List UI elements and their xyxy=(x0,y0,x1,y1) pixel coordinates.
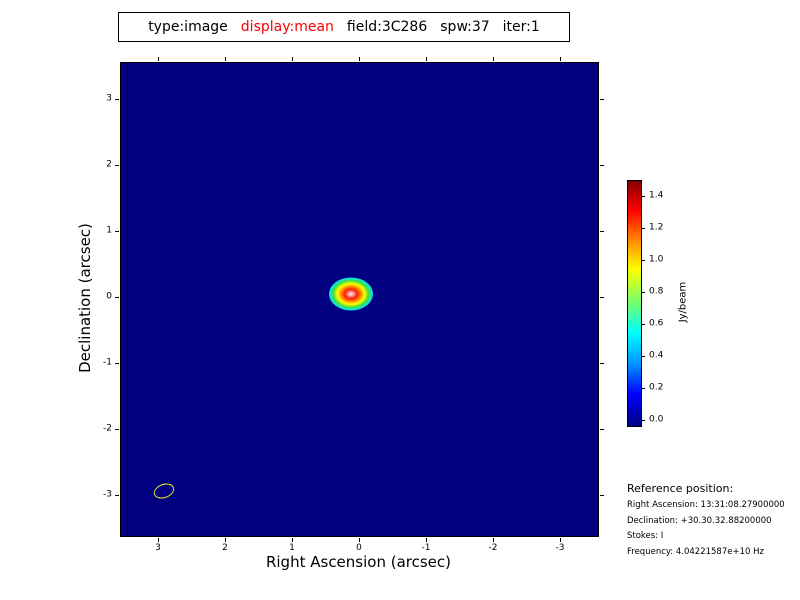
title-field: field:3C286 xyxy=(346,19,428,35)
colorbar-tick-mark xyxy=(642,228,645,229)
colorbar-tick-label: 0.2 xyxy=(649,382,664,393)
x-tick-mark xyxy=(359,538,360,542)
x-tick-label: 0 xyxy=(356,543,362,553)
y-tick-mark xyxy=(600,165,604,166)
x-tick-mark xyxy=(158,538,159,542)
y-tick-mark xyxy=(115,231,119,232)
x-axis-label: Right Ascension (arcsec) xyxy=(265,553,452,571)
y-tick-mark xyxy=(600,297,604,298)
y-tick-label: -2 xyxy=(103,423,112,434)
x-tick-mark xyxy=(225,538,226,542)
y-tick-mark xyxy=(600,231,604,232)
x-tick-label: -3 xyxy=(555,543,565,553)
colorbar-tick-label: 0.4 xyxy=(649,350,664,361)
x-tick-mark xyxy=(426,57,427,61)
y-tick-mark xyxy=(115,165,119,166)
y-tick-label: 1 xyxy=(106,225,112,236)
colorbar-tick-label: 1.0 xyxy=(649,254,664,265)
x-tick-mark xyxy=(560,538,561,542)
title-box: type:image display:mean field:3C286 spw:… xyxy=(118,12,570,42)
image-plot-area: 3 2 1 0 -1 -2 -3 3 2 1 0 -1 -2 -3 xyxy=(103,57,604,553)
x-tick-label: -2 xyxy=(488,543,498,553)
reference-stokes: Stokes: I xyxy=(627,531,664,541)
reference-position-block: Reference position: Right Ascension: 13:… xyxy=(627,483,797,556)
y-axis-label: Declination (arcsec) xyxy=(76,223,94,373)
x-tick-mark xyxy=(426,538,427,542)
title-spw: spw:37 xyxy=(440,19,490,35)
x-tick-mark xyxy=(493,57,494,61)
colorbar-tick-label: 1.2 xyxy=(649,222,664,233)
colorbar-tick-mark xyxy=(642,196,645,197)
colorbar-tick-mark xyxy=(642,356,645,357)
x-tick-mark xyxy=(158,57,159,61)
x-tick-mark xyxy=(493,538,494,542)
y-tick-label: -1 xyxy=(103,357,112,368)
colorbar-tick-mark xyxy=(642,260,645,261)
y-tick-mark xyxy=(600,363,604,364)
reference-dec: Declination: +30.30.32.88200000 xyxy=(627,515,772,526)
y-tick-mark xyxy=(115,363,119,364)
y-tick-mark xyxy=(115,495,119,496)
x-tick-mark xyxy=(560,57,561,61)
reference-header: Reference position: xyxy=(627,482,734,495)
reference-frequency: Frequency: 4.04221587e+10 Hz xyxy=(627,546,764,557)
y-tick-mark xyxy=(600,99,604,100)
x-tick-mark xyxy=(359,57,360,61)
y-tick-label: -3 xyxy=(103,489,112,500)
y-tick-label: 3 xyxy=(106,93,112,104)
colorbar-tick-mark xyxy=(642,292,645,293)
colorbar-tick-mark xyxy=(642,388,645,389)
colorbar-gradient xyxy=(627,180,642,427)
title-display: display:mean xyxy=(240,19,334,35)
x-tick-label: -1 xyxy=(421,543,431,553)
x-tick-label: 2 xyxy=(222,543,228,553)
y-tick-mark xyxy=(115,297,119,298)
x-tick-label: 3 xyxy=(155,543,161,553)
title-iter: iter:1 xyxy=(502,19,540,35)
beam-ellipse-icon xyxy=(151,480,177,502)
colorbar-tick-mark xyxy=(642,324,645,325)
colorbar-tick-label: 0.0 xyxy=(649,414,664,425)
y-tick-mark xyxy=(600,495,604,496)
reference-ra: Right Ascension: 13:31:08.27900000 xyxy=(627,500,785,510)
x-tick-label: 1 xyxy=(289,543,295,553)
colorbar-tick-label: 0.6 xyxy=(649,318,664,329)
source-blob xyxy=(329,277,373,311)
x-tick-mark xyxy=(292,57,293,61)
title-type: type:image xyxy=(148,19,228,35)
colorbar: 1.4 1.2 1.0 0.8 0.6 0.4 0.2 0.0 Jy/beam xyxy=(627,180,707,430)
x-tick-mark xyxy=(225,57,226,61)
y-tick-label: 2 xyxy=(106,159,112,170)
colorbar-tick-label: 0.8 xyxy=(649,286,664,297)
y-tick-label: 0 xyxy=(106,291,112,302)
x-tick-mark xyxy=(292,538,293,542)
colorbar-tick-label: 1.4 xyxy=(649,190,664,201)
y-tick-mark xyxy=(115,99,119,100)
colorbar-tick-mark xyxy=(642,420,645,421)
y-tick-mark xyxy=(115,429,119,430)
y-tick-mark xyxy=(600,429,604,430)
colorbar-unit-label: Jy/beam xyxy=(677,281,689,323)
